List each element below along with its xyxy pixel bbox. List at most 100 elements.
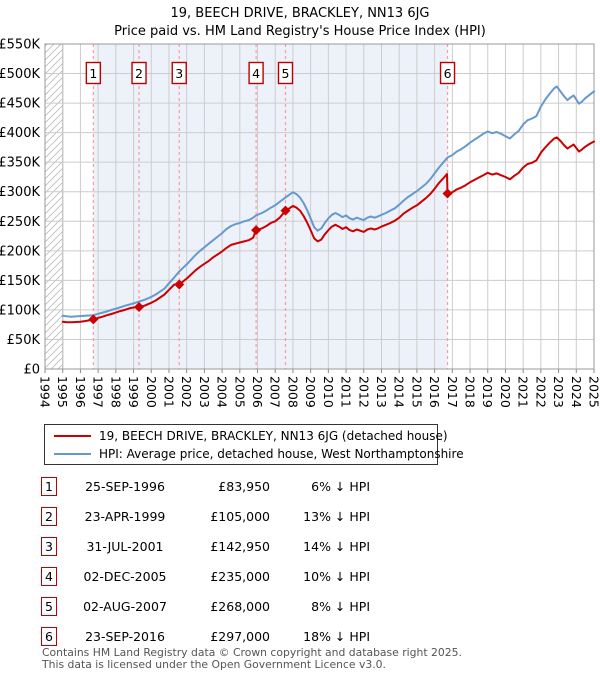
sale-vs-hpi: 8% ↓ HPI	[311, 599, 370, 614]
sale-marker-number-5: 5	[282, 66, 290, 81]
x-axis-tick-label: 2023	[551, 376, 566, 408]
x-axis-tick-label: 2002	[179, 376, 194, 408]
y-axis-tick-label: £50K	[7, 333, 41, 348]
footer-line-2: This data is licensed under the Open Gov…	[42, 657, 386, 671]
sale-marker-box-2	[131, 61, 147, 85]
footer-line-1: Contains HM Land Registry data © Crown c…	[42, 646, 462, 659]
sale-date: 25-SEP-1996	[85, 479, 165, 494]
x-axis-tick-label: 2008	[285, 376, 300, 408]
y-axis-tick-label: £150K	[0, 274, 40, 289]
sale-date: 23-SEP-2016	[85, 629, 165, 644]
x-axis-tick-label: 2010	[321, 376, 336, 408]
x-axis-tick-label: 2017	[445, 376, 460, 408]
sale-date: 02-DEC-2005	[83, 569, 167, 584]
x-axis-tick-label: 2014	[392, 376, 407, 408]
sale-price: £142,950	[210, 539, 270, 554]
sale-vs-hpi: 10% ↓ HPI	[303, 569, 370, 584]
x-axis-tick-label: 2024	[569, 376, 584, 408]
sale-marker-box-3	[171, 61, 187, 85]
x-axis-tick-label: 2025	[587, 376, 600, 408]
y-axis-tick-label: £200K	[0, 244, 40, 259]
x-axis-tick-label: 2011	[339, 376, 354, 408]
sale-price: £83,950	[218, 479, 270, 494]
sale-date: 23-APR-1999	[84, 509, 166, 524]
x-axis-tick-label: 1997	[91, 376, 106, 408]
sale-marker-box-4	[248, 61, 264, 85]
y-axis-tick-label: £300K	[0, 185, 40, 200]
sale-point-marker-1	[88, 314, 99, 325]
sale-date: 02-AUG-2007	[83, 599, 167, 614]
x-axis-tick-label: 1999	[126, 376, 141, 408]
y-axis-tick-label: £400K	[0, 126, 40, 141]
legend-item-property: 19, BEECH DRIVE, BRACKLEY, NN13 6JG (det…	[45, 427, 448, 445]
table-row: 3 31-JUL-2001 £142,950 14% ↓ HPI	[0, 537, 600, 567]
x-axis-tick-label: 1994	[38, 376, 53, 408]
x-axis-tick-label: 1998	[108, 376, 123, 408]
sale-point-marker-5	[280, 205, 291, 216]
sale-marker-number-2: 2	[135, 66, 143, 81]
sale-marker-box-1	[85, 61, 102, 85]
price-chart: 1 2 3 4 5 6 £0 £50K £100K £150K £200K £250K £300K £35…	[0, 38, 600, 408]
sale-price: £268,000	[210, 599, 270, 614]
table-row: 5 02-AUG-2007 £268,000 8% ↓ HPI	[0, 597, 600, 627]
y-axis-tick-label: £550K	[0, 38, 40, 53]
x-axis-tick-label: 2007	[268, 376, 283, 408]
x-axis-tick-label: 2016	[427, 376, 442, 408]
x-axis-tick-label: 2020	[498, 376, 513, 408]
sale-marker-number-4: 4	[252, 66, 260, 81]
hpi-line-swatch	[54, 453, 91, 455]
y-axis-tick-label: £450K	[0, 97, 40, 112]
hatch-no-data-region	[45, 44, 63, 369]
chart-title: 19, BEECH DRIVE, BRACKLEY, NN13 6JG	[170, 6, 430, 21]
y-axis-tick-label: £0	[23, 363, 40, 378]
x-axis-tick-label: 2001	[161, 376, 176, 408]
footer-license: Contains HM Land Registry data © Crown c…	[42, 647, 582, 670]
table-row: 2 23-APR-1999 £105,000 13% ↓ HPI	[0, 507, 600, 537]
sale-point-marker-2	[134, 301, 145, 312]
x-axis-tick-label: 2009	[303, 376, 318, 408]
y-axis-tick-label: £250K	[0, 215, 40, 230]
x-axis-tick-label: 2018	[463, 376, 478, 408]
x-axis-tick-label: 2004	[215, 376, 230, 408]
legend-label-hpi: HPI: Average price, detached house, West…	[99, 447, 464, 461]
x-axis-tick-label: 2005	[232, 376, 247, 408]
sale-marker-number-6: 6	[444, 66, 452, 81]
sale-date: 31-JUL-2001	[86, 539, 164, 554]
sale-marker-number-1: 1	[89, 66, 97, 81]
shaded-ownership-region	[93, 44, 448, 369]
y-axis-tick-label: £500K	[0, 67, 40, 82]
sale-number-badge: 1	[41, 477, 57, 496]
sale-vs-hpi: 6% ↓ HPI	[311, 479, 370, 494]
property-line	[61, 136, 595, 324]
hpi-line	[61, 85, 595, 318]
table-row: 4 02-DEC-2005 £235,000 10% ↓ HPI	[0, 567, 600, 597]
x-axis-tick-label: 2015	[409, 376, 424, 408]
sale-number-badge: 5	[41, 597, 57, 616]
y-axis-tick-label: £350K	[0, 156, 40, 171]
x-axis-tick-label: 2022	[533, 376, 548, 408]
y-axis-tick-label: £100K	[0, 303, 40, 318]
sale-number-badge: 3	[41, 537, 57, 556]
sale-number-badge: 4	[41, 567, 57, 586]
property-line-swatch	[54, 435, 91, 437]
plot-border	[44, 43, 595, 370]
sale-vs-hpi: 14% ↓ HPI	[303, 539, 370, 554]
sale-price: £297,000	[210, 629, 270, 644]
x-axis-tick-label: 2021	[516, 376, 531, 408]
x-axis-tick-label: 2006	[250, 376, 265, 408]
x-axis-tick-label: 1996	[73, 376, 88, 408]
sale-number-badge: 2	[41, 507, 57, 526]
sale-marker-box-5	[277, 61, 294, 85]
legend: 19, BEECH DRIVE, BRACKLEY, NN13 6JG (det…	[44, 424, 464, 465]
sale-marker-box-6	[439, 61, 456, 85]
chart-subtitle: Price paid vs. HM Land Registry's House …	[114, 24, 486, 39]
x-axis-tick-label: 2000	[144, 376, 159, 408]
x-axis-tick-label: 2019	[480, 376, 495, 408]
x-axis-tick-label: 1995	[55, 376, 70, 408]
legend-item-hpi: HPI: Average price, detached house, West…	[45, 445, 464, 463]
sale-vs-hpi: 13% ↓ HPI	[303, 509, 370, 524]
x-axis-tick-label: 2003	[197, 376, 212, 408]
sale-marker-number-3: 3	[175, 66, 183, 81]
sale-price: £235,000	[210, 569, 270, 584]
